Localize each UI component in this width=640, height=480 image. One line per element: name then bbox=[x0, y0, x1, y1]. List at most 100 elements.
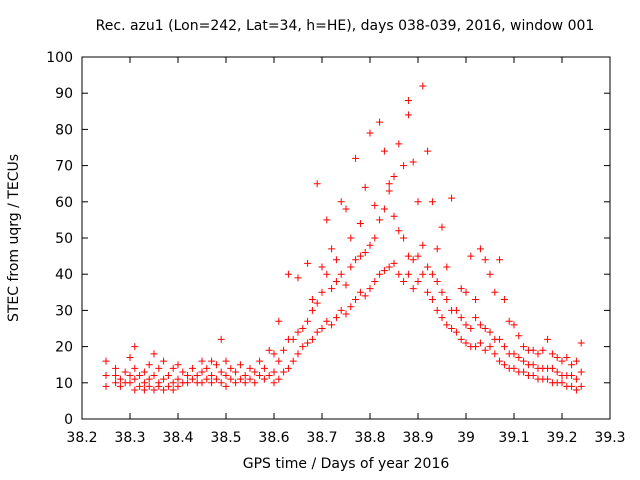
data-point bbox=[404, 111, 412, 119]
data-point bbox=[246, 364, 254, 372]
data-point bbox=[356, 220, 364, 228]
data-point bbox=[275, 375, 283, 383]
data-point bbox=[500, 361, 508, 369]
data-point bbox=[217, 368, 225, 376]
data-point bbox=[140, 368, 148, 376]
data-point bbox=[376, 216, 384, 224]
data-point bbox=[558, 357, 566, 365]
data-point bbox=[222, 372, 230, 380]
data-point bbox=[568, 382, 576, 390]
data-point bbox=[236, 361, 244, 369]
x-tick-label: 38.3 bbox=[114, 430, 145, 446]
data-point bbox=[318, 288, 326, 296]
data-point bbox=[323, 216, 331, 224]
data-point bbox=[534, 350, 542, 358]
data-point bbox=[217, 379, 225, 387]
y-tick-label: 100 bbox=[46, 50, 73, 66]
data-point bbox=[500, 296, 508, 304]
data-point bbox=[174, 375, 182, 383]
data-point bbox=[572, 357, 580, 365]
data-point bbox=[433, 245, 441, 253]
data-point bbox=[313, 328, 321, 336]
y-tick-label: 40 bbox=[55, 267, 73, 283]
data-point bbox=[400, 234, 408, 242]
y-tick-label: 20 bbox=[55, 340, 73, 356]
data-point bbox=[380, 147, 388, 155]
data-point bbox=[352, 256, 360, 264]
data-point bbox=[246, 375, 254, 383]
data-point bbox=[102, 382, 110, 390]
data-point bbox=[304, 259, 312, 267]
data-point bbox=[131, 364, 139, 372]
data-point bbox=[400, 162, 408, 170]
data-point bbox=[472, 314, 480, 322]
data-point bbox=[395, 270, 403, 278]
data-point bbox=[347, 234, 355, 242]
data-point bbox=[169, 364, 177, 372]
data-point bbox=[313, 180, 321, 188]
data-point bbox=[390, 172, 398, 180]
data-point bbox=[102, 372, 110, 380]
data-point bbox=[376, 118, 384, 126]
data-point bbox=[380, 267, 388, 275]
data-point bbox=[433, 306, 441, 314]
x-tick-label: 38.4 bbox=[162, 430, 193, 446]
data-point bbox=[572, 386, 580, 394]
data-point bbox=[520, 368, 528, 376]
data-point bbox=[323, 270, 331, 278]
x-tick-label: 39.1 bbox=[498, 430, 529, 446]
data-point bbox=[308, 306, 316, 314]
data-point bbox=[270, 379, 278, 387]
data-point bbox=[280, 346, 288, 354]
data-point bbox=[164, 382, 172, 390]
data-point bbox=[467, 252, 475, 260]
data-point bbox=[131, 386, 139, 394]
data-point bbox=[395, 140, 403, 148]
data-point bbox=[280, 368, 288, 376]
data-point bbox=[337, 198, 345, 206]
data-point bbox=[438, 288, 446, 296]
data-point bbox=[126, 372, 134, 380]
data-point bbox=[361, 248, 369, 256]
data-point bbox=[313, 299, 321, 307]
x-tick-label: 38.8 bbox=[354, 430, 385, 446]
data-point bbox=[155, 379, 163, 387]
data-point bbox=[438, 223, 446, 231]
data-point bbox=[347, 263, 355, 271]
data-point bbox=[491, 350, 499, 358]
data-point bbox=[481, 256, 489, 264]
data-point bbox=[467, 325, 475, 332]
data-point bbox=[472, 296, 480, 304]
data-point bbox=[371, 277, 379, 285]
data-point bbox=[208, 357, 216, 365]
data-point bbox=[227, 375, 235, 383]
data-point bbox=[198, 368, 206, 376]
data-point bbox=[577, 339, 585, 347]
data-point bbox=[352, 154, 360, 162]
data-point bbox=[356, 288, 364, 296]
data-point bbox=[366, 285, 374, 293]
data-point bbox=[414, 198, 422, 206]
data-point bbox=[457, 285, 465, 293]
data-point bbox=[304, 317, 312, 325]
data-point bbox=[323, 317, 331, 325]
data-point bbox=[112, 364, 120, 372]
data-point bbox=[294, 274, 302, 282]
data-point bbox=[198, 357, 206, 365]
data-point bbox=[184, 372, 192, 380]
data-point bbox=[136, 382, 144, 390]
data-point bbox=[409, 256, 417, 264]
data-point bbox=[140, 386, 148, 394]
data-point bbox=[236, 375, 244, 383]
data-point bbox=[385, 263, 393, 271]
data-point bbox=[251, 368, 259, 376]
data-point bbox=[496, 335, 504, 343]
data-point bbox=[529, 346, 537, 354]
data-point bbox=[208, 372, 216, 380]
data-point bbox=[188, 364, 196, 372]
data-point bbox=[160, 375, 168, 383]
data-point bbox=[222, 357, 230, 365]
data-point bbox=[260, 375, 268, 383]
data-point bbox=[404, 270, 412, 278]
